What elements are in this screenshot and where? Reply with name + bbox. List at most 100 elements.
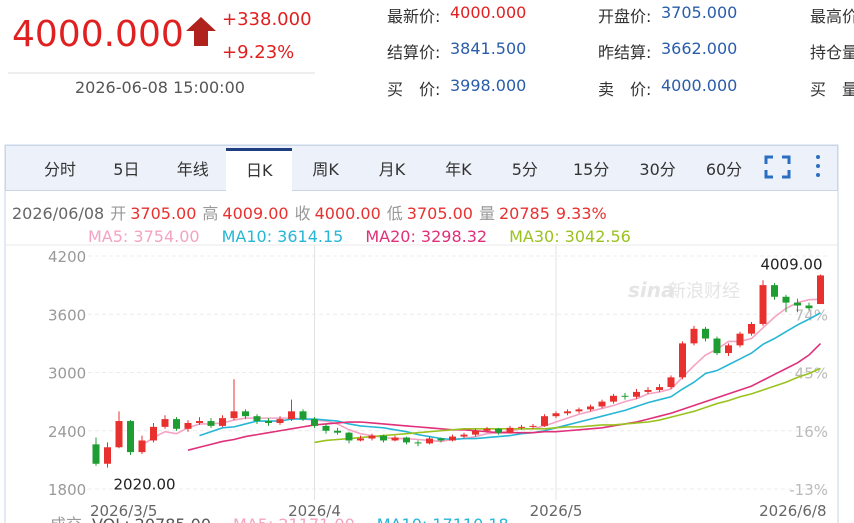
candle-body xyxy=(644,389,652,392)
candle-body xyxy=(656,387,663,390)
candle-body xyxy=(242,411,249,417)
candle-body xyxy=(483,428,491,431)
tab[interactable]: 日K xyxy=(226,148,293,193)
field-label: 最新价: xyxy=(387,7,441,26)
candle-body xyxy=(207,421,215,426)
y-tick-label: 1800 xyxy=(48,481,86,499)
candle-body xyxy=(690,328,698,344)
max-label: 4009.00 xyxy=(760,256,822,274)
tab[interactable]: 5日 xyxy=(113,160,140,179)
info-value: 20785 xyxy=(499,204,550,223)
info-label: 开 xyxy=(110,204,126,223)
candle-body xyxy=(299,411,307,420)
field-value: 3705.000 xyxy=(661,3,738,22)
watermark-brand: sina xyxy=(628,278,675,302)
info-value: 3705.00 xyxy=(407,204,473,223)
y2-tick-label: 74% xyxy=(795,306,828,324)
candle-body xyxy=(311,419,318,426)
tab[interactable]: 15分 xyxy=(573,160,610,179)
candle-body xyxy=(713,338,721,354)
field-value: 3998.000 xyxy=(450,76,527,95)
y-tick-label: 2400 xyxy=(48,423,86,441)
field-label: 结算价: xyxy=(387,43,441,62)
candle-body xyxy=(127,421,134,453)
tab[interactable]: 月K xyxy=(378,160,406,179)
candle-body xyxy=(460,434,468,437)
candle-body xyxy=(322,425,330,431)
info-label: 收 xyxy=(295,204,311,223)
candle-body xyxy=(748,323,755,334)
tab[interactable]: 60分 xyxy=(705,160,743,179)
field-label: 昨结算: xyxy=(598,43,652,62)
tab[interactable]: 30分 xyxy=(639,160,676,179)
candle-body xyxy=(92,444,100,464)
widget-frame xyxy=(4,144,839,523)
candle-body xyxy=(771,285,778,297)
candle-body xyxy=(725,345,732,354)
candle-body xyxy=(449,436,456,441)
volume-title: 成交 xyxy=(50,515,82,523)
ma-legend: MA20: 3298.32 xyxy=(365,227,487,246)
fullscreen-icon[interactable] xyxy=(764,155,791,179)
candle-body xyxy=(253,416,261,422)
field-label: 最高价 xyxy=(810,7,854,26)
field-label: 买 量 xyxy=(810,80,854,99)
candle-body xyxy=(115,421,123,448)
ma-line xyxy=(314,367,821,444)
info-label: 高 xyxy=(202,204,218,223)
ma-legend: MA30: 3042.56 xyxy=(509,227,631,246)
info-change: 9.33% xyxy=(556,204,607,223)
menu-icon[interactable] xyxy=(816,155,820,177)
candle-body xyxy=(196,421,203,423)
field-value: 4000.000 xyxy=(450,3,527,22)
candle-body xyxy=(794,302,801,306)
candle-body xyxy=(334,430,341,433)
change: +338.000 xyxy=(222,9,312,30)
ma-legend: MA5: 3754.00 xyxy=(88,227,200,246)
candle-body xyxy=(633,391,640,397)
candle-body xyxy=(414,442,422,444)
x-tick-label: 2026/3/5 xyxy=(90,502,157,520)
x-tick-label: 2026/4 xyxy=(288,502,341,520)
y2-tick-label: 16% xyxy=(795,423,828,441)
x-tick-label: 2026/6/8 xyxy=(759,502,826,520)
info-date: 2026/06/08 xyxy=(12,204,104,223)
tab[interactable]: 分时 xyxy=(43,160,76,179)
candle-body xyxy=(495,428,502,433)
change-pct: +9.23% xyxy=(222,42,295,63)
tab[interactable]: 5分 xyxy=(511,160,538,179)
y-tick-label: 3000 xyxy=(48,365,86,383)
candle-body xyxy=(667,377,675,388)
y-tick-label: 4200 xyxy=(48,248,86,266)
y-tick-label: 3600 xyxy=(48,306,86,324)
tab[interactable]: 周K xyxy=(312,160,339,179)
candle-body xyxy=(265,421,272,423)
tab[interactable]: 年K xyxy=(445,160,472,179)
candle-body xyxy=(104,447,111,464)
candle-body xyxy=(161,419,169,427)
candle-body xyxy=(219,418,226,426)
ma-legend: MA10: 3614.15 xyxy=(222,227,344,246)
candle-body xyxy=(782,296,790,303)
field-label: 买 价: xyxy=(387,80,441,99)
candle-body xyxy=(564,411,571,414)
candle-body xyxy=(368,435,376,439)
candle-body xyxy=(380,435,387,441)
candle-body xyxy=(552,413,560,417)
candle-body xyxy=(391,437,399,441)
candle-body xyxy=(621,395,629,397)
candle-body xyxy=(173,419,180,429)
info-value: 3705.00 xyxy=(130,204,196,223)
field-label: 持仓量 xyxy=(810,43,854,62)
candle-body xyxy=(276,419,284,423)
candle-body xyxy=(759,285,767,324)
volume-legend: MA5: 21171.00 xyxy=(233,515,355,523)
candle-body xyxy=(736,333,744,346)
candle-body xyxy=(150,426,157,441)
candle-body xyxy=(288,411,295,420)
tab[interactable]: 年线 xyxy=(176,160,209,179)
candle-body xyxy=(702,328,709,339)
field-label: 卖 价: xyxy=(598,80,652,99)
candle-body xyxy=(357,438,364,441)
